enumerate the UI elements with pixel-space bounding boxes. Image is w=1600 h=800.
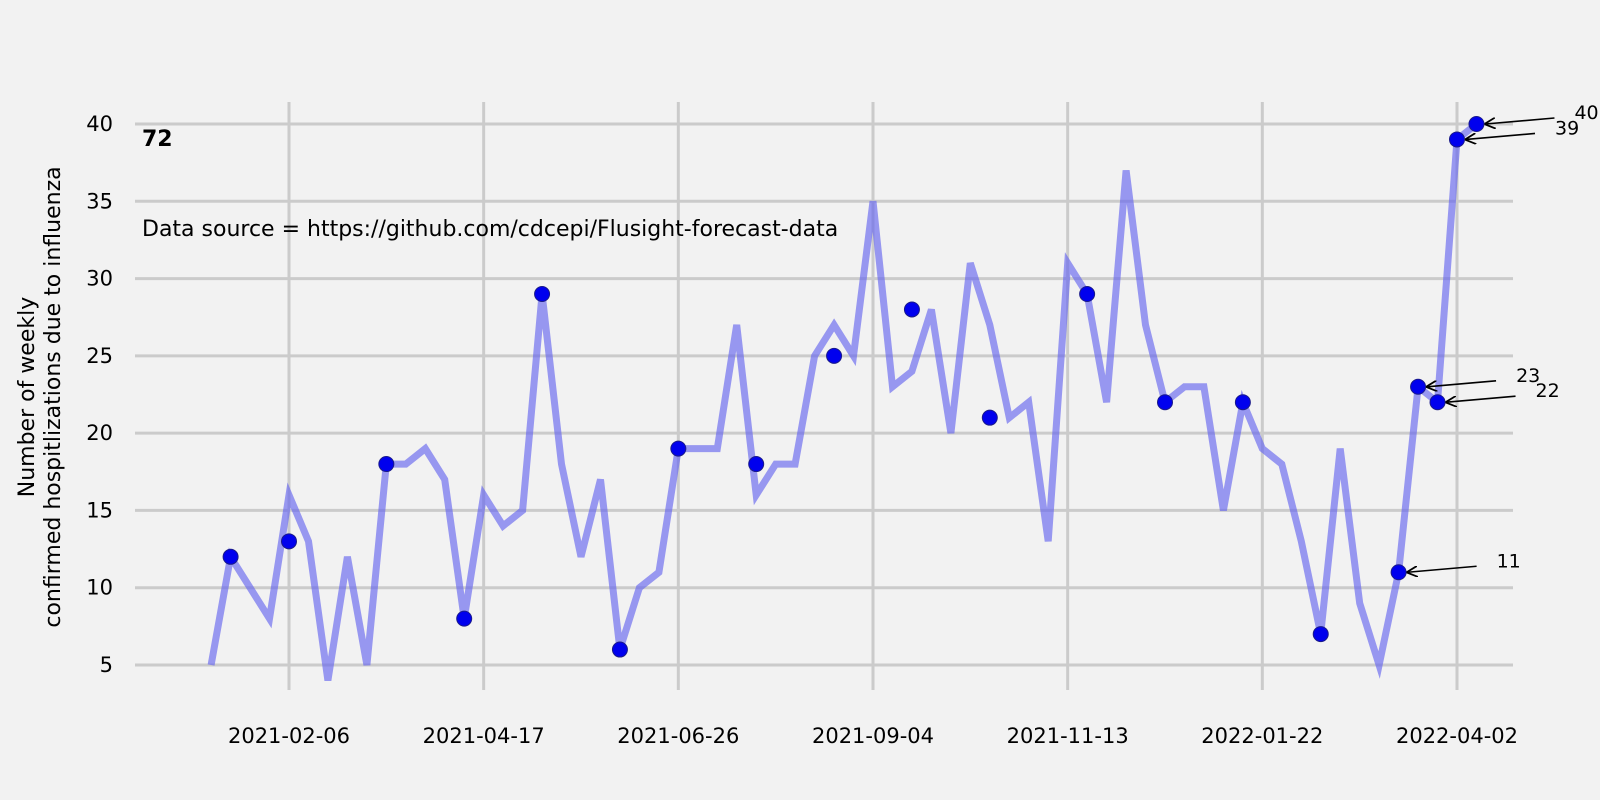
data-point-2021-02-06 — [281, 533, 297, 550]
grid — [135, 102, 1513, 690]
data-point-2021-09-18 — [903, 301, 920, 318]
data-point-2022-01-15 — [1234, 394, 1251, 411]
highlight-markers — [222, 116, 1485, 658]
y-tick-label-15: 15 — [86, 498, 113, 522]
y-tick-label-30: 30 — [86, 267, 113, 291]
y-axis-label-line-1: Number of weekly — [15, 297, 40, 498]
axis-ticks: 5 10 15 20 25 30 35 40 2021-02-06 2021-04-17 2021-… — [86, 112, 1518, 748]
data-point-2021-11-20 — [1079, 286, 1096, 303]
data-point-2021-04-10 — [456, 610, 473, 627]
data-point-2022-03-26 — [1429, 394, 1446, 411]
data-point-2021-03-13 — [378, 456, 395, 473]
annotation-arrow-11 — [1408, 565, 1477, 572]
y-tick-label-5: 5 — [100, 653, 113, 677]
data-point-2022-02-12 — [1312, 626, 1329, 643]
data-point-2022-03-12 — [1390, 564, 1407, 581]
data-point-2021-05-08 — [534, 286, 551, 303]
data-point-2021-10-16 — [981, 409, 998, 426]
data-point-2022-04-09 — [1468, 116, 1485, 132]
data-point-2021-12-18 — [1157, 394, 1173, 411]
x-tick-label-2022-04-02: 2022-04-02 — [1396, 724, 1518, 748]
data-point-2021-08-21 — [826, 347, 843, 364]
data-point-2021-06-26 — [670, 440, 687, 457]
x-tick-label-2021-09-04: 2021-09-04 — [812, 724, 934, 748]
data-point-2021-06-05 — [611, 641, 628, 658]
annotation-arrow-40 — [1485, 117, 1555, 124]
panel-label: 72 — [142, 127, 173, 152]
annotation-label-40: 40 — [1574, 102, 1598, 124]
x-tick-label-2022-01-22: 2022-01-22 — [1201, 724, 1323, 748]
data-source-text: Data source = https://github.com/cdcepi/… — [142, 217, 838, 242]
data-point-2022-04-02 — [1449, 131, 1465, 148]
y-tick-label-20: 20 — [86, 421, 113, 445]
annotation-arrow-39 — [1466, 132, 1536, 139]
annotation-arrow-23 — [1427, 379, 1497, 387]
series-line-group — [207, 121, 1479, 682]
annotation-arrow-22 — [1447, 395, 1516, 402]
y-tick-label-35: 35 — [86, 189, 113, 213]
y-tick-label-25: 25 — [86, 344, 113, 368]
x-tick-label-2021-06-26: 2021-06-26 — [617, 724, 739, 748]
y-tick-label-10: 10 — [86, 576, 113, 600]
annotation-label-23: 23 — [1516, 365, 1540, 387]
x-tick-label-2021-04-17: 2021-04-17 — [423, 724, 545, 748]
y-axis-label-line-2: confirmed hospitlizations due to influen… — [41, 166, 66, 627]
x-tick-label-2021-02-06: 2021-02-06 — [228, 724, 350, 748]
data-point-2021-07-24 — [748, 456, 765, 473]
data-point-2022-03-19 — [1410, 378, 1427, 395]
annotation-label-22: 22 — [1536, 380, 1560, 402]
x-tick-label-2021-11-13: 2021-11-13 — [1007, 724, 1129, 748]
annotation-label-11: 11 — [1497, 550, 1521, 572]
y-tick-label-40: 40 — [86, 112, 113, 136]
data-point-2021-01-16 — [222, 548, 239, 565]
annotation-label-39: 39 — [1555, 117, 1579, 139]
series-line — [207, 121, 1479, 682]
